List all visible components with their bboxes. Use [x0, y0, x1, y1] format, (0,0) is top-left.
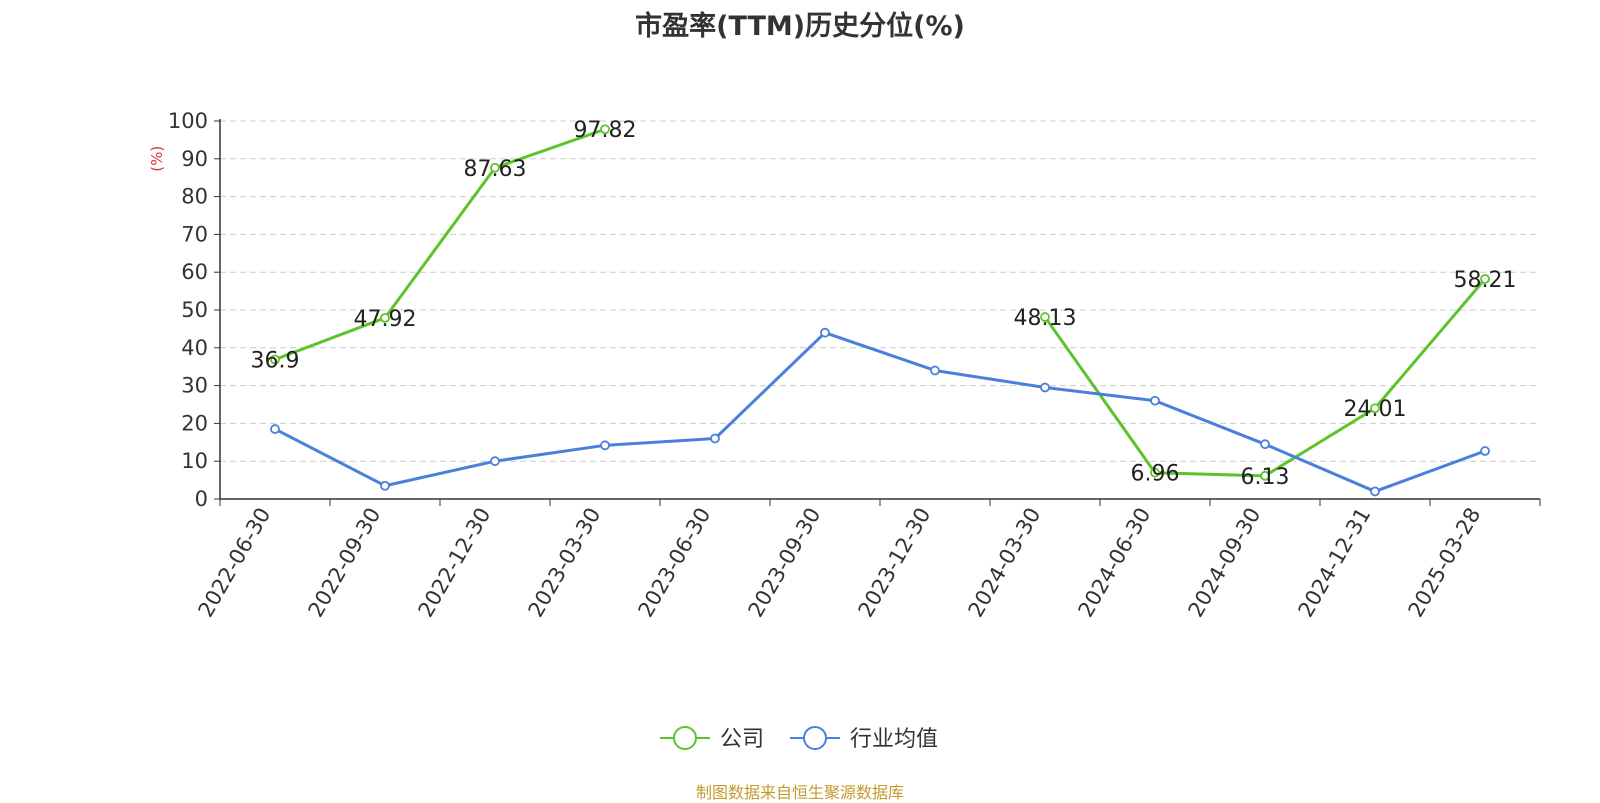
data-point: [270, 424, 280, 434]
legend-label: 公司: [720, 727, 764, 752]
x-tick-label: 2023-06-30: [634, 504, 716, 622]
data-point: [490, 162, 500, 173]
x-tick-label: 2022-12-30: [414, 504, 496, 622]
data-point: [600, 440, 610, 451]
data-point: [1480, 446, 1490, 456]
data-point: [710, 433, 720, 444]
data-point: [1150, 395, 1160, 406]
x-tick-label: 2024-09-30: [1184, 504, 1266, 622]
y-axis-label: (%): [148, 146, 166, 172]
data-label: 36.9: [251, 349, 300, 374]
data-label: 48.13: [1014, 306, 1077, 331]
x-tick-label: 2025-03-28: [1404, 504, 1486, 622]
data-point: [1040, 382, 1050, 393]
data-point: [380, 312, 390, 323]
data-point: [1040, 312, 1050, 322]
data-point: [1480, 274, 1490, 284]
chart-title: 市盈率(TTM)历史分位(%): [635, 11, 965, 42]
data-point: [270, 354, 280, 365]
data-point: [1150, 467, 1160, 478]
x-tick-label: 2023-12-30: [854, 504, 936, 622]
data-point: [380, 480, 390, 491]
legend-item-1: 公司: [660, 726, 764, 752]
y-tick-label: 30: [181, 374, 208, 398]
data-point: [600, 124, 610, 135]
data-point: [820, 327, 830, 338]
y-tick-label: 100: [168, 109, 208, 133]
data-point: [1370, 403, 1380, 414]
y-tick-label: 10: [181, 449, 208, 473]
x-tick-label: 2024-06-30: [1074, 504, 1156, 622]
y-tick-label: 0: [195, 487, 208, 511]
data-label: 97.82: [574, 118, 637, 143]
series-line-2: [274, 331, 1486, 493]
data-point: [1370, 486, 1380, 497]
y-tick-label: 50: [181, 298, 208, 322]
data-label: 58.21: [1454, 268, 1517, 293]
data-label: 47.92: [354, 307, 417, 332]
legend-marker: [803, 726, 827, 750]
y-tick-label: 70: [181, 222, 208, 246]
x-tick-label: 2023-03-30: [524, 504, 606, 622]
y-tick-label: 90: [181, 147, 208, 171]
data-label: 87.63: [464, 157, 527, 182]
source-note: 制图数据来自恒生聚源数据库: [695, 783, 904, 802]
x-tick-label: 2024-12-31: [1294, 504, 1376, 622]
y-tick-label: 80: [181, 185, 208, 209]
data-label: 6.96: [1131, 462, 1180, 487]
x-tick-label: 2022-06-30: [194, 504, 276, 622]
data-point: [1260, 470, 1270, 481]
x-tick-label: 2023-09-30: [744, 504, 826, 622]
legend-label: 行业均值: [850, 727, 938, 752]
y-tick-label: 40: [181, 336, 208, 360]
x-tick-label: 2024-03-30: [964, 504, 1046, 622]
data-label: 6.13: [1241, 465, 1290, 490]
series-line-1: [274, 127, 606, 361]
legend-marker: [673, 726, 697, 750]
legend-item-2: 行业均值: [790, 726, 938, 752]
data-point: [1260, 439, 1270, 450]
data-point: [490, 456, 500, 467]
data-label: 24.01: [1344, 397, 1407, 422]
y-tick-label: 60: [181, 260, 208, 284]
x-tick-label: 2022-09-30: [304, 504, 386, 622]
data-point: [930, 365, 940, 376]
y-tick-label: 20: [181, 411, 208, 435]
